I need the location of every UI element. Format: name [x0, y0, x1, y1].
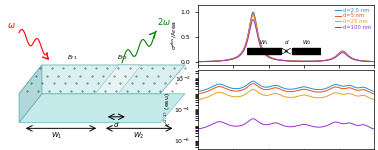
Polygon shape — [19, 94, 185, 123]
d=2.5 nm — [280, 59, 284, 61]
Line: d=25 nm: d=25 nm — [198, 16, 374, 62]
Y-axis label: $\sigma^{\rm abs}$/Area: $\sigma^{\rm abs}$/Area — [170, 20, 180, 50]
Text: $\omega$: $\omega$ — [7, 21, 16, 30]
d=100 nm — [251, 19, 256, 20]
d=2.5 nm — [291, 60, 296, 62]
d=25 nm — [196, 61, 200, 63]
d=5 nm — [368, 61, 373, 62]
d=25 nm — [280, 59, 284, 61]
d=25 nm — [291, 60, 296, 62]
d=5 nm — [280, 59, 284, 61]
d=25 nm — [301, 60, 305, 62]
d=25 nm — [368, 61, 373, 62]
d=2.5 nm — [368, 60, 373, 62]
d=2.5 nm — [372, 61, 376, 62]
d=2.5 nm — [301, 60, 305, 62]
d=100 nm — [372, 61, 376, 63]
d=5 nm — [341, 50, 345, 52]
Line: d=5 nm: d=5 nm — [198, 14, 374, 62]
Text: $d$: $d$ — [113, 120, 119, 129]
d=100 nm — [291, 60, 296, 62]
d=2.5 nm — [196, 61, 200, 63]
d=100 nm — [341, 52, 345, 54]
d=100 nm — [301, 60, 305, 62]
Text: $E_{F2}$: $E_{F2}$ — [117, 53, 127, 62]
Text: $W_1$: $W_1$ — [51, 130, 63, 141]
Text: $W_2$: $W_2$ — [133, 130, 145, 141]
d=5 nm — [372, 61, 376, 63]
d=25 nm — [281, 60, 285, 61]
d=100 nm — [196, 61, 200, 63]
d=2.5 nm — [281, 59, 285, 61]
d=2.5 nm — [251, 11, 256, 13]
d=5 nm — [251, 13, 256, 14]
d=5 nm — [301, 60, 305, 62]
Legend: d=2.5 nm, d=5 nm, d=25 nm, d=100 nm: d=2.5 nm, d=5 nm, d=25 nm, d=100 nm — [335, 7, 372, 31]
d=100 nm — [281, 60, 285, 61]
d=100 nm — [280, 60, 284, 61]
Polygon shape — [95, 65, 141, 94]
d=2.5 nm — [341, 50, 345, 52]
Text: $E_{F1}$: $E_{F1}$ — [67, 53, 78, 62]
Y-axis label: $\chi^{(2,2)}$ (esu): $\chi^{(2,2)}$ (esu) — [163, 92, 173, 127]
Text: $2\omega$: $2\omega$ — [157, 16, 171, 27]
Polygon shape — [19, 65, 185, 94]
d=5 nm — [281, 60, 285, 61]
Line: d=100 nm: d=100 nm — [198, 20, 374, 62]
Line: d=2.5 nm: d=2.5 nm — [198, 12, 374, 62]
d=100 nm — [368, 61, 373, 62]
Polygon shape — [19, 65, 42, 123]
d=5 nm — [291, 60, 296, 62]
d=25 nm — [372, 61, 376, 63]
d=25 nm — [341, 51, 345, 53]
d=25 nm — [251, 15, 256, 16]
d=5 nm — [196, 61, 200, 63]
